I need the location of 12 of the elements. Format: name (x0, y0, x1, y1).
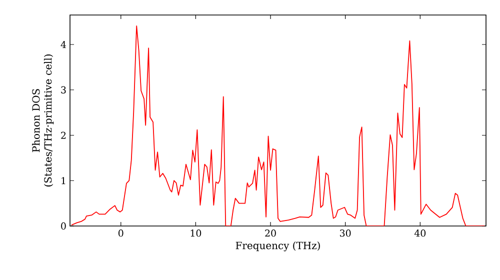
y-tick-label: 2 (61, 132, 66, 139)
x-tick-label: 10 (190, 230, 202, 237)
x-axis-title: Frequency (THz) (236, 242, 320, 252)
y-axis-title: Phonon DOS (States/THz·primitive cell) (32, 54, 54, 186)
x-tick-label: 40 (414, 230, 426, 237)
x-tick-label: 0 (118, 230, 124, 237)
y-tick-label: 3 (61, 86, 66, 94)
x-tick-label: 20 (265, 230, 276, 237)
y-tick-label: 0 (61, 222, 66, 230)
y-tick-label: 4 (60, 40, 66, 48)
x-tick-label: 30 (340, 230, 351, 237)
y-tick-label: 1 (62, 177, 66, 184)
